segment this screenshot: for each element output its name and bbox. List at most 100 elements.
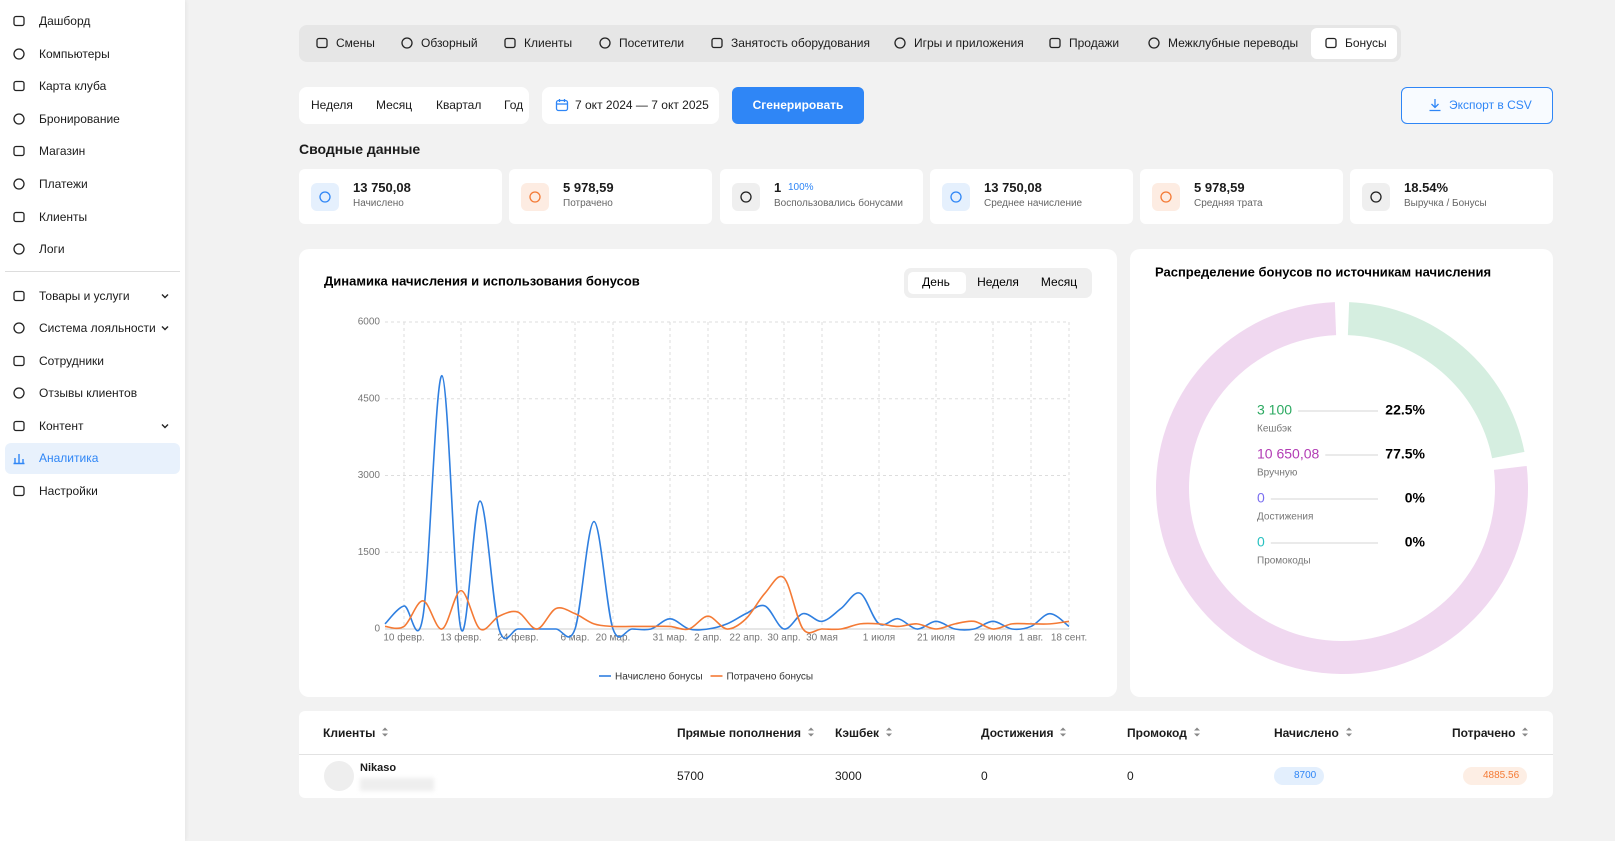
series-line (384, 575, 1070, 634)
tab[interactable]: Бонусы (1345, 36, 1387, 50)
sidebar-icon (13, 420, 25, 432)
donut-chart-card (1130, 249, 1553, 697)
sidebar-item[interactable]: Платежи (39, 177, 88, 191)
sort-icon (886, 727, 892, 737)
table-cell: 5700 (677, 769, 704, 783)
donut-slice (1347, 302, 1525, 459)
y-tick-label: 0 (374, 624, 380, 635)
chevron (161, 326, 169, 331)
sidebar-item[interactable]: Карта клуба (39, 79, 107, 93)
tab-icon (711, 37, 723, 49)
period-option[interactable]: Месяц (376, 98, 413, 112)
sidebar-item[interactable]: Контент (39, 419, 84, 433)
summary-icon (740, 191, 752, 203)
summary-icon (319, 191, 331, 203)
summary-label: Начислено (353, 198, 404, 209)
table-header[interactable]: Начислено (1274, 726, 1339, 740)
x-tick-label: 20 мар. (596, 633, 631, 644)
y-tick-label: 3000 (358, 470, 381, 481)
sidebar-item[interactable]: Бронирование (39, 112, 120, 126)
tab[interactable]: Клиенты (524, 36, 573, 50)
tab-icon (599, 37, 611, 49)
table-header[interactable]: Кэшбек (835, 726, 880, 740)
sidebar-icon (13, 355, 25, 367)
chevron (161, 424, 169, 429)
granularity-active (908, 272, 966, 294)
x-tick-label: 21 июля (917, 633, 955, 644)
legend-amount: 3 100 (1257, 402, 1292, 418)
sidebar-icon (13, 387, 25, 399)
x-tick-label: 6 мар. (560, 633, 589, 644)
tab-icon (894, 37, 906, 49)
sidebar-icon (13, 211, 25, 223)
summary-label: Потрачено (563, 198, 613, 209)
tab-icon (1049, 37, 1061, 49)
sidebar-item[interactable]: Аналитика (39, 451, 99, 465)
legend-category: Промокоды (1257, 556, 1311, 567)
chart-title: Распределение бонусов по источникам начи… (1155, 264, 1491, 279)
summary-badge: 100% (788, 182, 814, 193)
summary-value: 13 750,08 (984, 180, 1042, 195)
tab[interactable]: Посетители (619, 36, 685, 50)
summary-label: Среднее начисление (984, 198, 1083, 209)
granularity-option[interactable]: Неделя (977, 275, 1019, 289)
date-range[interactable]: 7 окт 2024 — 7 окт 2025 (575, 98, 709, 112)
sidebar-icon (13, 178, 25, 190)
legend-amount: 0 (1257, 490, 1265, 506)
table-header[interactable]: Потрачено (1452, 726, 1516, 740)
period-option[interactable]: Неделя (311, 98, 353, 112)
tab[interactable]: Смены (336, 36, 375, 50)
summary-icon-bg (1362, 183, 1390, 211)
legend-category: Достижения (1257, 512, 1313, 523)
sidebar-item[interactable]: Магазин (39, 144, 86, 158)
period-option[interactable]: Квартал (436, 98, 482, 112)
client-name[interactable]: Nikaso (360, 762, 397, 774)
sidebar-item[interactable]: Сотрудники (39, 354, 104, 368)
sidebar-item[interactable]: Настройки (39, 484, 98, 498)
summary-title: Сводные данные (299, 141, 421, 157)
sidebar (0, 0, 185, 841)
summary-icon (529, 191, 541, 203)
summary-label: Средняя трата (1194, 198, 1263, 209)
table-header[interactable]: Достижения (981, 726, 1054, 740)
x-tick-label: 30 апр. (767, 633, 800, 644)
tab-icon (401, 37, 413, 49)
sidebar-item[interactable]: Дашборд (39, 14, 91, 28)
y-tick-label: 4500 (358, 393, 381, 404)
tab[interactable]: Занятость оборудования (731, 36, 870, 50)
summary-value: 5 978,59 (1194, 180, 1245, 195)
avatar (324, 761, 354, 791)
legend-category: Вручную (1257, 468, 1298, 479)
sidebar-item[interactable]: Товары и услуги (39, 289, 130, 303)
x-tick-label: 18 сент. (1051, 633, 1087, 644)
tab[interactable]: Игры и приложения (914, 36, 1024, 50)
date-box[interactable] (542, 87, 719, 124)
period-option[interactable]: Год (504, 98, 524, 112)
sidebar-item[interactable]: Логи (39, 242, 65, 256)
x-tick-label: 22 апр. (729, 633, 762, 644)
tab[interactable]: Обзорный (421, 36, 478, 50)
tab-bar (299, 25, 1401, 62)
table-header[interactable]: Промокод (1127, 726, 1187, 740)
export-button[interactable] (1401, 87, 1553, 124)
sidebar-item[interactable]: Отзывы клиентов (39, 386, 138, 400)
sidebar-item[interactable]: Компьютеры (39, 47, 110, 61)
legend-label: Потрачено бонусы (727, 671, 814, 683)
sort-icon (1194, 727, 1200, 737)
summary-icon-bg (311, 183, 339, 211)
table-cell: 3000 (835, 769, 862, 783)
sidebar-icon (13, 80, 25, 92)
client-sub (360, 778, 434, 791)
table-header[interactable]: Прямые пополнения (677, 726, 801, 740)
table-header[interactable]: Клиенты (323, 726, 376, 740)
export-label[interactable]: Экспорт в CSV (1449, 98, 1532, 112)
tab[interactable]: Продажи (1069, 36, 1120, 50)
granularity-option[interactable]: Месяц (1041, 275, 1077, 289)
spent-badge: 4885.56 (1463, 767, 1528, 785)
sidebar-icon (13, 15, 25, 27)
sidebar-item[interactable]: Система лояльности (39, 321, 156, 335)
sidebar-item[interactable]: Клиенты (39, 210, 88, 224)
tab[interactable]: Межклубные переводы (1168, 36, 1299, 50)
generate-button[interactable]: Сгенерировать (732, 87, 864, 124)
granularity-option[interactable]: День (922, 275, 950, 289)
